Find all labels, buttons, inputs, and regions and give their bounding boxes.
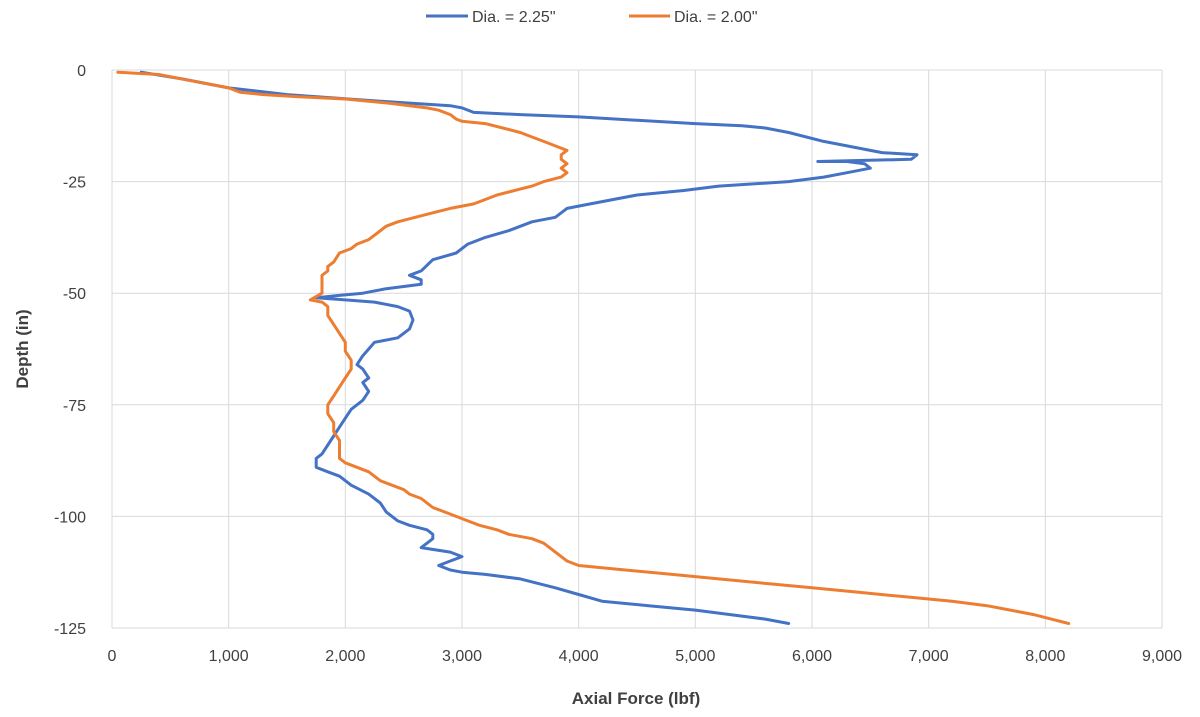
series-line-1 xyxy=(139,70,919,625)
x-tick-label: 9,000 xyxy=(1142,648,1182,665)
y-axis-title: Depth (in) xyxy=(13,309,32,388)
x-tick-label: 8,000 xyxy=(1025,648,1065,665)
gridlines xyxy=(111,69,1163,629)
y-tick-label: -50 xyxy=(63,286,86,303)
x-tick-label: 6,000 xyxy=(792,648,832,665)
legend: Dia. = 2.25" Dia. = 2.00" xyxy=(426,9,758,26)
y-tick-label: -125 xyxy=(54,621,86,638)
x-tick-label: 4,000 xyxy=(559,648,599,665)
x-tick-label: 0 xyxy=(108,648,117,665)
x-tick-label: 1,000 xyxy=(209,648,249,665)
x-tick-label: 3,000 xyxy=(442,648,482,665)
y-tick-label: 0 xyxy=(77,63,86,80)
y-tick-label: -25 xyxy=(63,175,86,192)
x-tick-label: 2,000 xyxy=(325,648,365,665)
x-tick-label: 7,000 xyxy=(909,648,949,665)
x-axis-title: Axial Force (lbf) xyxy=(572,689,700,708)
series-line-2 xyxy=(116,70,1071,625)
legend-label-series-2: Dia. = 2.00" xyxy=(674,9,758,26)
tick-labels: 0 1,000 2,000 3,000 4,000 5,000 6,000 7,000 8,00… xyxy=(54,63,1182,665)
legend-label-series-1: Dia. = 2.25" xyxy=(472,9,556,26)
y-tick-label: -75 xyxy=(63,398,86,415)
series-lines xyxy=(116,70,1071,625)
x-tick-label: 5,000 xyxy=(675,648,715,665)
y-tick-label: -100 xyxy=(54,509,86,526)
